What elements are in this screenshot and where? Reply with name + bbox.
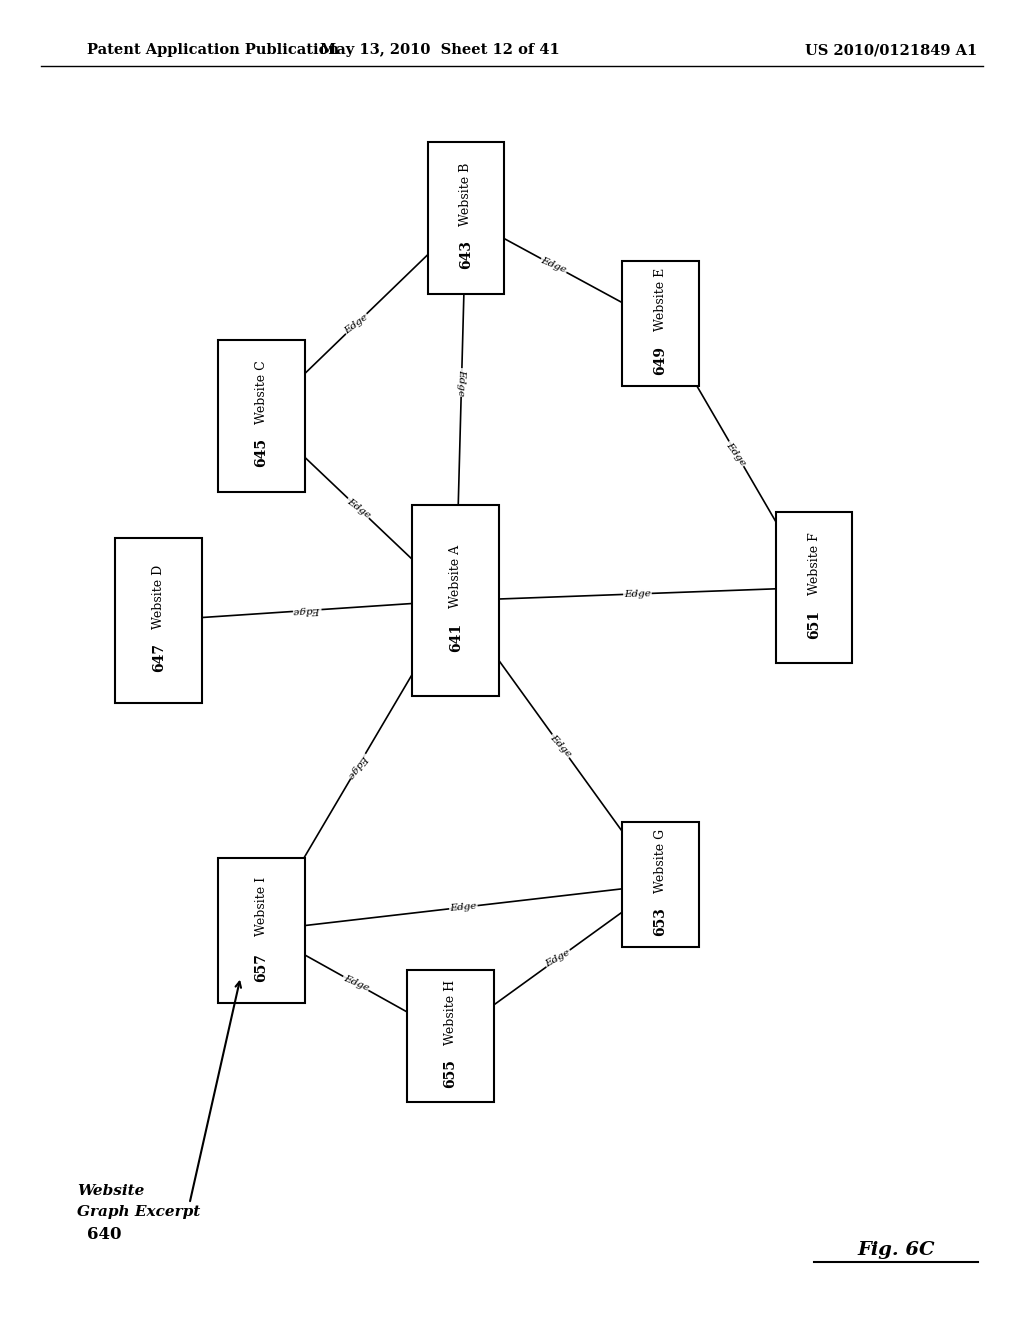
Bar [412, 504, 500, 697]
Text: Edge: Edge [345, 496, 372, 520]
Text: Fig. 6C: Fig. 6C [857, 1241, 935, 1259]
Text: Website D: Website D [153, 565, 165, 628]
Bar [428, 143, 505, 294]
Bar [408, 970, 495, 1102]
Text: Website B: Website B [460, 162, 472, 226]
Bar [623, 261, 698, 385]
Bar [217, 339, 305, 491]
Bar [776, 511, 852, 663]
Text: Edge: Edge [548, 733, 573, 759]
Text: Website E: Website E [654, 268, 667, 331]
Text: Edge: Edge [544, 948, 572, 969]
Text: 643: 643 [459, 240, 473, 269]
Text: Edge: Edge [450, 902, 477, 913]
Text: 653: 653 [653, 907, 668, 936]
Text: Edge: Edge [624, 589, 651, 599]
Text: Website: Website [77, 1184, 144, 1197]
Text: Edge: Edge [540, 256, 568, 275]
Bar [623, 821, 698, 948]
Text: 657: 657 [254, 953, 268, 982]
Text: 651: 651 [807, 610, 821, 639]
Text: Website I: Website I [255, 878, 267, 936]
Text: Edge: Edge [342, 974, 370, 993]
Text: Patent Application Publication: Patent Application Publication [87, 44, 339, 57]
Text: 641: 641 [449, 623, 463, 652]
Text: Edge: Edge [294, 606, 321, 615]
Text: Website H: Website H [444, 979, 457, 1045]
Text: Website A: Website A [450, 545, 462, 609]
Text: Graph Excerpt: Graph Excerpt [77, 1205, 200, 1218]
Bar [115, 539, 203, 702]
Text: Edge: Edge [346, 752, 370, 780]
Text: 640: 640 [87, 1226, 122, 1242]
Text: May 13, 2010  Sheet 12 of 41: May 13, 2010 Sheet 12 of 41 [321, 44, 560, 57]
Text: US 2010/0121849 A1: US 2010/0121849 A1 [805, 44, 977, 57]
Text: Edge: Edge [457, 368, 467, 396]
Text: 647: 647 [152, 643, 166, 672]
Text: 645: 645 [254, 438, 268, 467]
Text: Website C: Website C [255, 360, 267, 424]
Text: Website G: Website G [654, 829, 667, 892]
Text: 655: 655 [443, 1059, 458, 1088]
Text: 649: 649 [653, 346, 668, 375]
Bar [217, 858, 305, 1003]
Text: Website F: Website F [808, 532, 820, 595]
Text: Edge: Edge [343, 312, 370, 335]
Text: Edge: Edge [725, 441, 748, 467]
